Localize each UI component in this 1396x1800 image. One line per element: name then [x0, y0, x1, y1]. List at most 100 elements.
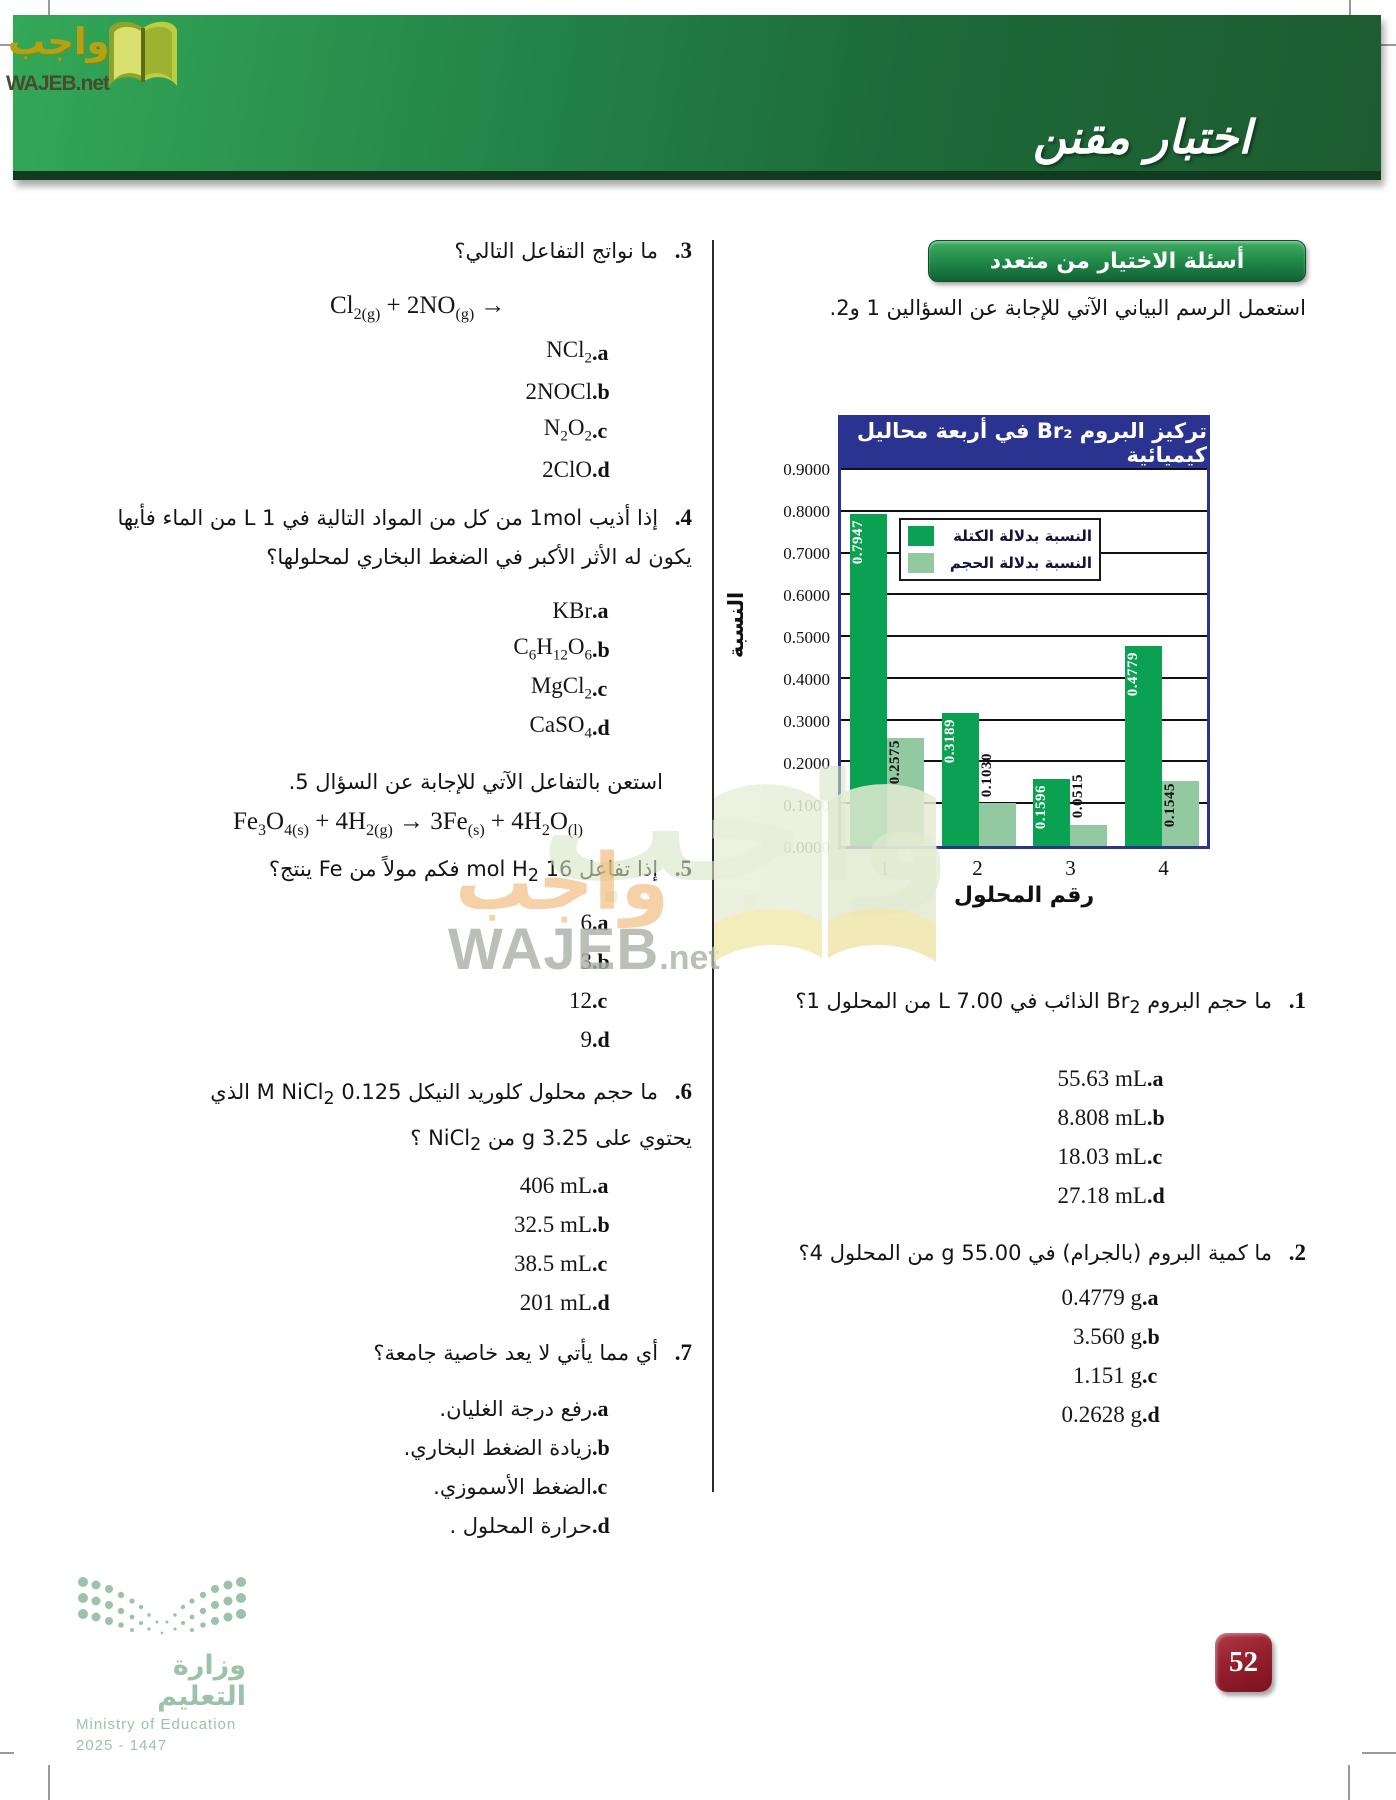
chart-legend: النسبة بدلالة الكتلة النسبة بدلالة الحجم	[899, 518, 1101, 581]
answer-letter: c.	[1142, 1362, 1158, 1388]
page-title: اختبار مقنن	[1032, 110, 1251, 164]
y-tick-label: 0.2000	[783, 754, 830, 773]
question-1-number: 1.	[1288, 988, 1306, 1013]
answer-letter: a.	[1142, 1284, 1159, 1310]
answer-letter: b.	[592, 1211, 610, 1237]
column-divider	[712, 240, 714, 1492]
question-1-answers: 55.63 mL a. 8.808 mL b. 18.03 mL c. 27.18 mL d.	[1058, 1059, 1205, 1215]
mass-bar: 0.7947	[850, 514, 887, 846]
bar-value-label: 0.1030	[978, 752, 995, 797]
answer-value: 406 mL	[519, 1172, 592, 1198]
answer-value: 2NOCl	[525, 378, 592, 404]
question-7: 7. أي مما يأتي لا يعد خاصية جامعة؟	[373, 1340, 692, 1366]
answer-row: N2O2 c.	[526, 411, 650, 450]
question-6-answers: 406 mL a. 32.5 mL b. 38.5 mL c. 201 mL d.	[514, 1166, 650, 1322]
answer-row: 32.5 mL b.	[514, 1205, 650, 1244]
question-4-answers: KBr a. C6H12O6 b. MgCl2 c. CaSO4 d.	[513, 591, 650, 747]
x-tick-label: 2	[972, 856, 983, 880]
gridline	[841, 760, 1207, 763]
banner-bottom-strip	[13, 171, 1381, 180]
question-1: 1. ما حجم البروم Br2 الذائب في 7.00 L من…	[795, 988, 1306, 1018]
answer-value: 8.808 mL	[1057, 1104, 1147, 1130]
x-tick-label: 1	[879, 856, 890, 880]
question-5-text: إذا تفاعل 16 mol H2 فكم مولاً من Fe ينتج…	[268, 857, 659, 887]
x-axis-title: رقم المحلول	[953, 883, 1095, 908]
answer-letter: a.	[592, 909, 609, 935]
y-tick-label: 0.3000	[783, 712, 830, 731]
gridline	[841, 718, 1207, 721]
y-tick-label: 0.9000	[783, 460, 830, 479]
question-6-number: 6.	[674, 1079, 692, 1104]
answer-row: الضغط الأسموزي. c.	[404, 1467, 650, 1506]
crop-mark	[0, 44, 14, 46]
answer-value: MgCl2	[530, 673, 592, 703]
bar-group-2: 0.3189 0.1030	[933, 470, 1025, 846]
crop-mark	[0, 1752, 14, 1754]
watermark-site-small: .net	[659, 939, 720, 977]
bar-value-label: 0.1545	[1161, 783, 1178, 828]
question-6-text: ما حجم محلول كلوريد النيكل 0.125 M NiCl2…	[210, 1080, 692, 1156]
question-7-text: أي مما يأتي لا يعد خاصية جامعة؟	[373, 1341, 659, 1365]
volume-bar	[978, 802, 1016, 846]
answer-letter: c.	[592, 417, 608, 443]
answer-value: 27.18 mL	[1057, 1182, 1147, 1208]
question-3-text: ما نواتج التفاعل التالي؟	[454, 239, 659, 263]
question-2-text: ما كمية البروم (بالجرام) في 55.00 g من ا…	[798, 1241, 1273, 1265]
answer-value: C6H12O6	[513, 634, 592, 664]
answer-letter: b.	[592, 1434, 610, 1460]
answer-value: 0.4779 g	[1061, 1284, 1143, 1310]
chart-title: تركيز البروم Br₂ في أربعة محاليل كيميائي…	[841, 418, 1207, 468]
answer-letter: d.	[592, 714, 610, 740]
answer-row: حرارة المحلول . d.	[404, 1506, 650, 1545]
y-tick-label: 0.4000	[783, 670, 830, 689]
question-3: 3. ما نواتج التفاعل التالي؟	[454, 238, 692, 264]
answer-letter: d.	[592, 1512, 610, 1538]
answer-value: 6	[580, 909, 593, 935]
legend-swatch-mass	[908, 526, 934, 546]
question-4-text: إذا أذيب 1mol من كل من المواد التالية في…	[117, 506, 692, 569]
question-7-answers: رفع درجة الغليان. a. زيادة الضغط البخاري. b…	[404, 1389, 650, 1545]
volume-bar	[1070, 824, 1107, 846]
answer-row: 3.560 g b.	[1062, 1317, 1201, 1356]
answer-row: 8.808 mL b.	[1058, 1098, 1205, 1137]
gridline	[841, 802, 1207, 805]
answer-letter: b.	[592, 378, 610, 404]
answer-value: زيادة الضغط البخاري.	[403, 1435, 592, 1460]
answer-letter: b.	[1147, 1104, 1165, 1130]
answer-letter: b.	[592, 636, 610, 662]
answer-value: N2O2	[543, 415, 592, 445]
answer-value: NCl2	[546, 337, 592, 367]
answer-letter: c.	[1147, 1143, 1163, 1169]
legend-label-volume: النسبة بدلالة الحجم	[949, 554, 1092, 572]
question-6: 6. ما حجم محلول كلوريد النيكل 0.125 M Ni…	[92, 1072, 692, 1165]
answer-value: KBr	[552, 597, 592, 623]
answer-row: CaSO4 d.	[513, 708, 650, 747]
answer-row: 38.5 mL c.	[514, 1244, 650, 1283]
question-2: 2. ما كمية البروم (بالجرام) في 55.00 g م…	[799, 1240, 1306, 1266]
ministry-name-english: Ministry of Education	[76, 1716, 237, 1733]
crop-mark	[48, 1765, 50, 1800]
gridline	[841, 509, 1207, 512]
bar-value-label: 0.4779	[1124, 652, 1141, 697]
question-4: 4. إذا أذيب 1mol من كل من المواد التالية…	[92, 498, 692, 577]
answer-row: 27.18 mL d.	[1058, 1176, 1205, 1215]
answer-value: الضغط الأسموزي.	[433, 1474, 592, 1499]
answer-value: 2ClO	[542, 456, 592, 482]
answer-letter: d.	[1147, 1182, 1165, 1208]
page-number-badge: 52	[1215, 1633, 1272, 1692]
answer-value: حرارة المحلول .	[449, 1513, 592, 1538]
answer-letter: a.	[592, 339, 609, 365]
y-tick-label: 0.5000	[783, 628, 830, 647]
wajeb-site-wordmark: WAJEB.net	[6, 72, 110, 95]
wajeb-arabic-wordmark: واجب	[8, 20, 110, 63]
answer-letter: d.	[592, 456, 610, 482]
chart-instruction-text: استعمل الرسم البياني الآتي للإجابة عن ال…	[829, 296, 1306, 320]
chart-frame: تركيز البروم Br₂ في أربعة محاليل كيميائي…	[838, 415, 1210, 849]
answer-value: 55.63 mL	[1057, 1065, 1147, 1091]
question-5-answers: 6 a. 3 b. 12 c. 9 d.	[569, 903, 650, 1059]
gridline	[841, 593, 1207, 596]
legend-entry-mass: النسبة بدلالة الكتلة	[908, 525, 1092, 547]
answer-letter: a.	[592, 1172, 609, 1198]
edition-years: 2025 - 1447	[76, 1737, 168, 1754]
